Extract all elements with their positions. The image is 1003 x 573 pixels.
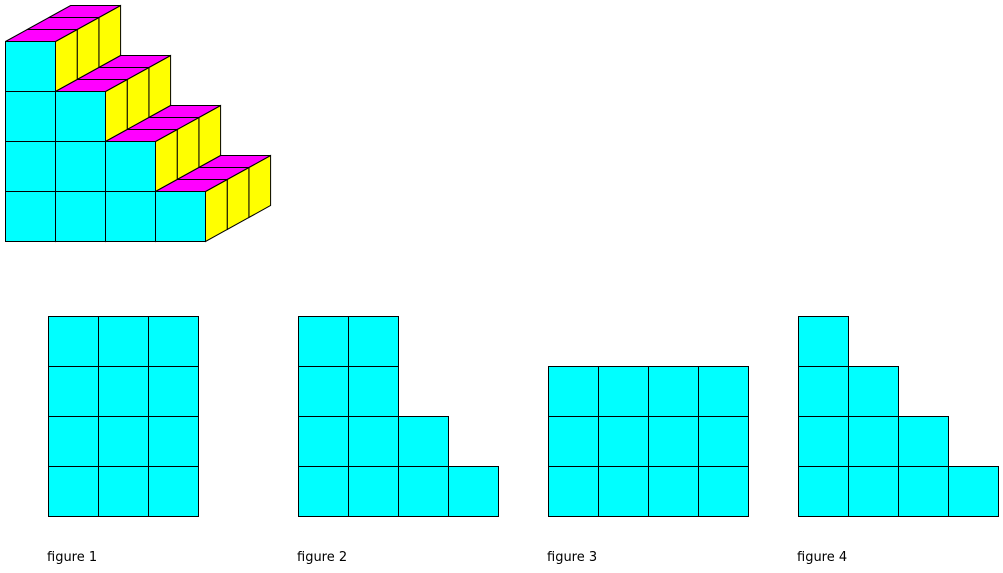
grid-square bbox=[848, 416, 899, 467]
grid-square bbox=[348, 366, 399, 417]
staircase-solid bbox=[5, 4, 272, 243]
cube-top-face bbox=[55, 79, 128, 92]
grid-square bbox=[848, 366, 899, 417]
cube-front-face bbox=[105, 141, 156, 192]
cube-front-face bbox=[5, 91, 56, 142]
figure-3 bbox=[548, 366, 749, 517]
grid-square bbox=[48, 366, 99, 417]
cube-front-face bbox=[55, 141, 106, 192]
grid-square bbox=[298, 316, 349, 367]
grid-square bbox=[698, 466, 749, 517]
grid-square bbox=[548, 366, 599, 417]
grid-square bbox=[98, 466, 149, 517]
figure-2 bbox=[298, 316, 499, 517]
grid-square bbox=[898, 416, 949, 467]
grid-square bbox=[598, 416, 649, 467]
grid-square bbox=[48, 416, 99, 467]
grid-square bbox=[148, 466, 199, 517]
cube-top-face bbox=[105, 129, 178, 142]
grid-square bbox=[148, 366, 199, 417]
figure-4-label: figure 4 bbox=[797, 550, 848, 565]
grid-square bbox=[898, 466, 949, 517]
grid-square bbox=[698, 366, 749, 417]
grid-square bbox=[448, 466, 499, 517]
cube-front-face bbox=[5, 41, 56, 92]
grid-square bbox=[98, 316, 149, 367]
grid-square bbox=[598, 366, 649, 417]
grid-square bbox=[298, 416, 349, 467]
figure-views bbox=[48, 316, 999, 517]
figure-2-label: figure 2 bbox=[297, 550, 348, 565]
cube-top-face bbox=[155, 179, 228, 192]
figure-1 bbox=[48, 316, 199, 517]
grid-square bbox=[48, 316, 99, 367]
figure-4 bbox=[798, 316, 999, 517]
grid-square bbox=[98, 366, 149, 417]
cube-front-face bbox=[55, 91, 106, 142]
grid-square bbox=[848, 466, 899, 517]
grid-square bbox=[148, 416, 199, 467]
grid-square bbox=[698, 416, 749, 467]
grid-square bbox=[48, 466, 99, 517]
grid-square bbox=[798, 366, 849, 417]
cube-front-face bbox=[155, 191, 206, 242]
grid-square bbox=[398, 466, 449, 517]
grid-square bbox=[548, 466, 599, 517]
grid-square bbox=[948, 466, 999, 517]
grid-square bbox=[648, 466, 699, 517]
grid-square bbox=[98, 416, 149, 467]
grid-square bbox=[648, 416, 699, 467]
cube-front-face bbox=[105, 191, 156, 242]
grid-square bbox=[548, 416, 599, 467]
grid-square bbox=[348, 416, 399, 467]
cube-front-face bbox=[55, 191, 106, 242]
grid-square bbox=[598, 466, 649, 517]
cube-front-face bbox=[5, 141, 56, 192]
grid-square bbox=[648, 366, 699, 417]
cube-top-face bbox=[5, 29, 78, 42]
figure-1-label: figure 1 bbox=[47, 550, 98, 565]
cube-front-face bbox=[5, 191, 56, 242]
grid-square bbox=[798, 316, 849, 367]
grid-square bbox=[148, 316, 199, 367]
grid-square bbox=[348, 316, 399, 367]
grid-square bbox=[798, 466, 849, 517]
grid-square bbox=[298, 366, 349, 417]
figure-3-label: figure 3 bbox=[547, 550, 598, 565]
grid-square bbox=[298, 466, 349, 517]
grid-square bbox=[348, 466, 399, 517]
grid-square bbox=[798, 416, 849, 467]
grid-square bbox=[398, 416, 449, 467]
